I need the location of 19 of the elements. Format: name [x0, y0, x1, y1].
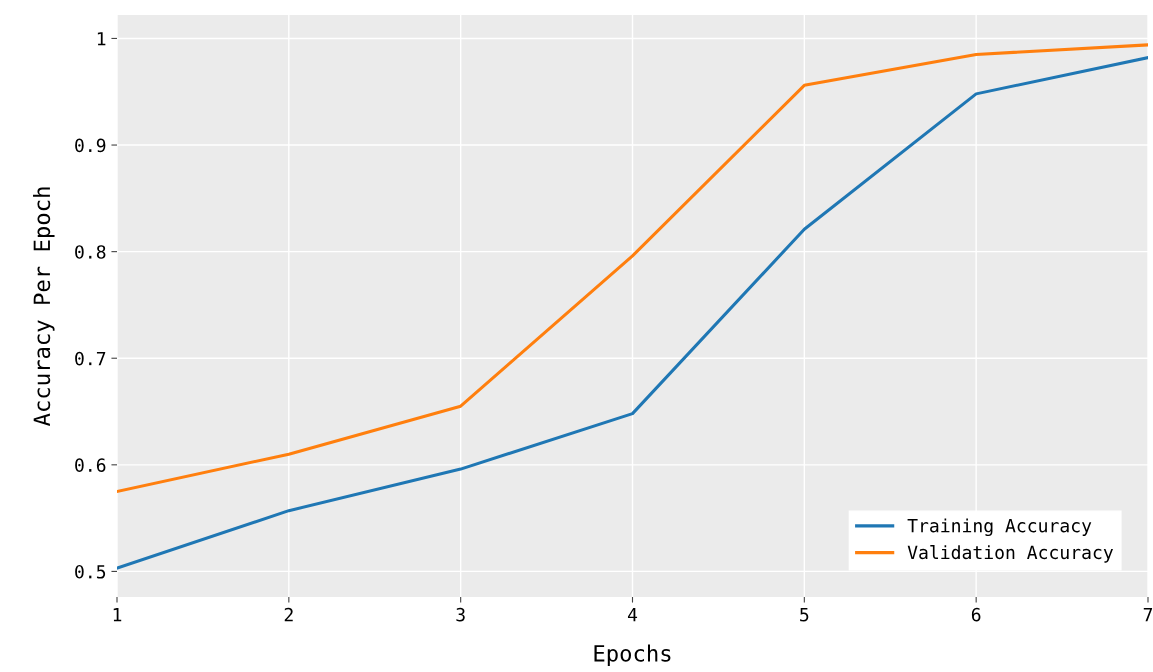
y-tick-label: 0.5 — [75, 564, 106, 579]
x-axis-title: Epochs — [594, 644, 671, 667]
x-tick-label: 3 — [456, 607, 465, 622]
y-axis-title: Accuracy Per Epoch — [33, 187, 55, 426]
y-tick-label: 0.6 — [75, 458, 106, 472]
y-tick-label: 1 — [97, 32, 106, 46]
x-tick-label: 6 — [971, 607, 981, 622]
x-tick-label: 4 — [627, 608, 638, 622]
legend-label: Validation Accuracy — [907, 545, 1113, 563]
legend-label: Training Accuracy — [907, 518, 1092, 537]
y-tick-label: 0.8 — [75, 245, 106, 259]
x-tick-label: 1 — [113, 608, 122, 622]
y-tick-label: 0.9 — [75, 138, 106, 153]
line-series — [117, 56, 1148, 570]
x-tick-label: 2 — [284, 607, 293, 622]
y-tick-label: 0.7 — [75, 351, 106, 366]
x-tick-label: 7 — [1143, 608, 1153, 622]
line-series — [117, 43, 1148, 493]
x-tick-label: 5 — [800, 608, 809, 622]
